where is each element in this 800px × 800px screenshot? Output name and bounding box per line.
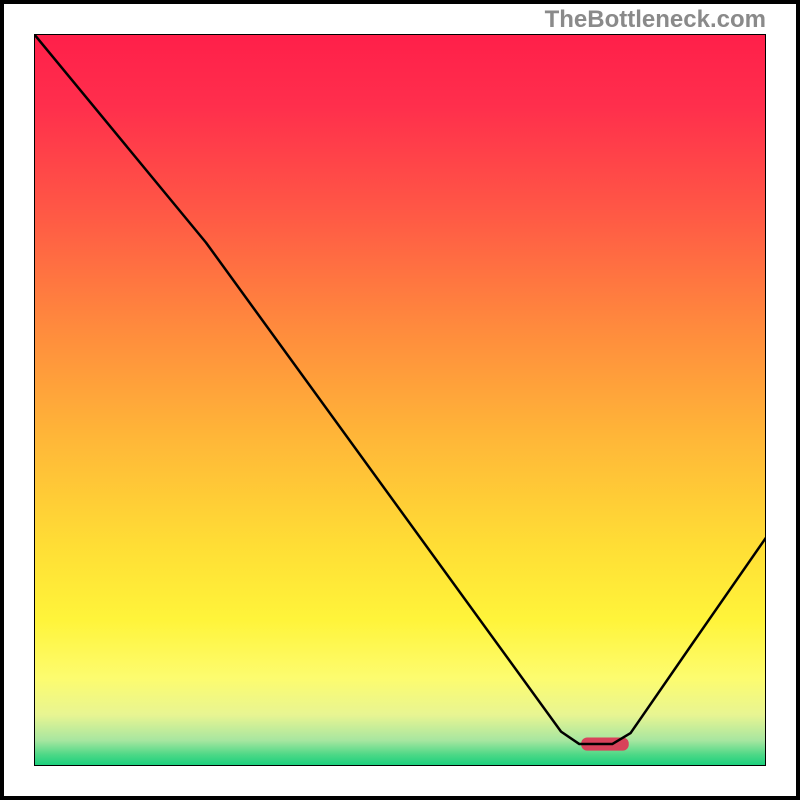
chart-frame: TheBottleneck.com [0, 0, 800, 800]
watermark-text: TheBottleneck.com [545, 6, 766, 34]
outer-frame-border [0, 0, 800, 800]
